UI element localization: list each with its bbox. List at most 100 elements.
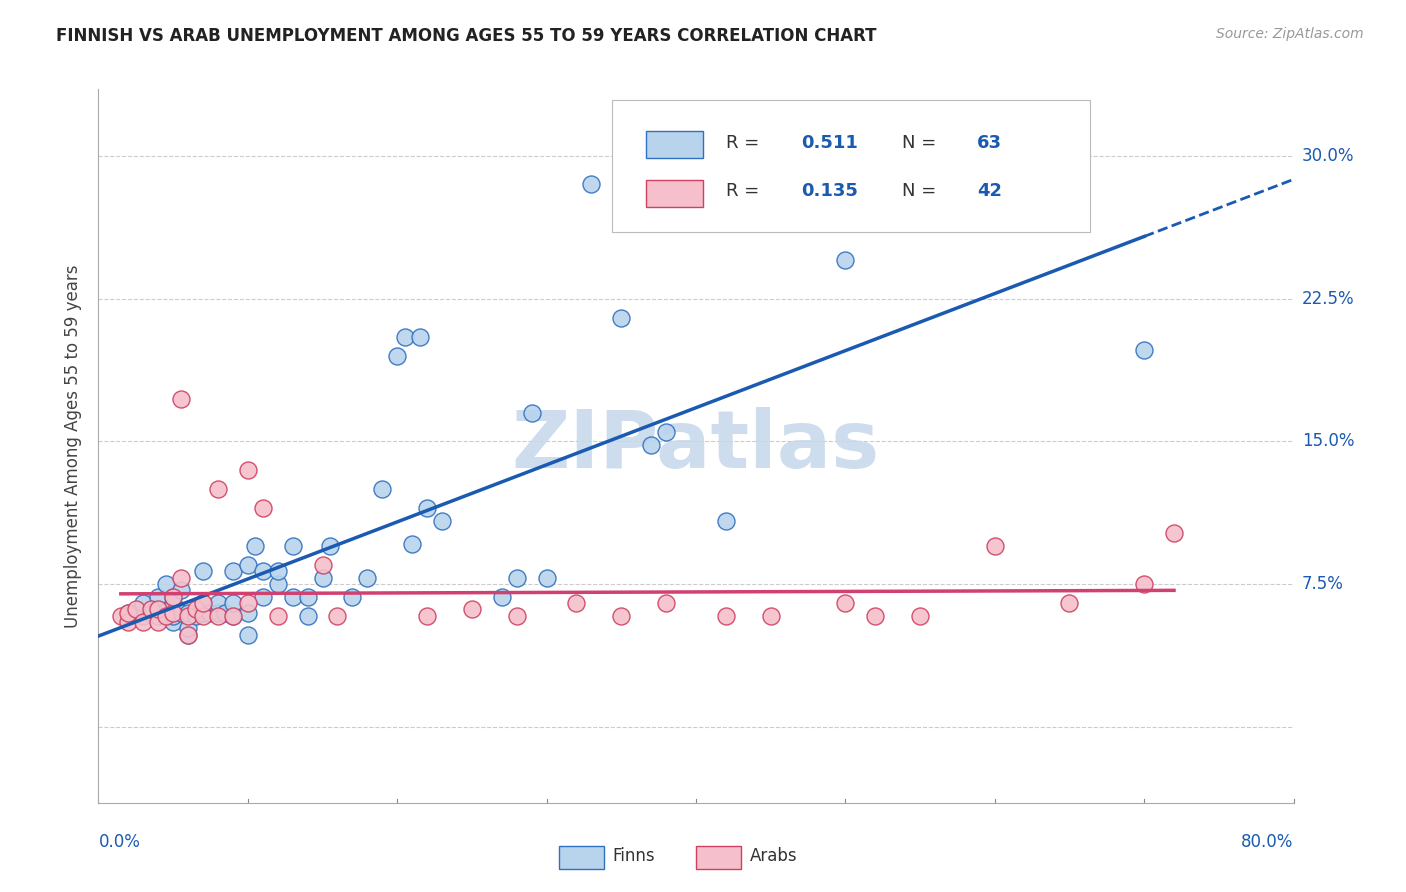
- Point: [148, 609, 170, 624]
- Point: [610, 310, 633, 325]
- Point: [177, 621, 200, 635]
- Point: [117, 615, 139, 629]
- Point: [236, 463, 259, 477]
- Text: Arabs: Arabs: [749, 847, 797, 865]
- Point: [132, 615, 155, 629]
- Point: [191, 596, 214, 610]
- Point: [267, 609, 290, 624]
- Point: [1163, 525, 1185, 540]
- Point: [207, 596, 229, 610]
- Point: [155, 609, 177, 624]
- Point: [714, 514, 737, 528]
- Point: [520, 406, 543, 420]
- Point: [132, 609, 155, 624]
- Point: [117, 606, 139, 620]
- Text: 22.5%: 22.5%: [1302, 290, 1354, 308]
- Point: [148, 615, 170, 629]
- Point: [162, 615, 184, 629]
- Text: 7.5%: 7.5%: [1302, 575, 1344, 593]
- Text: ZIPatlas: ZIPatlas: [512, 407, 880, 485]
- Point: [148, 601, 170, 615]
- Point: [200, 606, 222, 620]
- Point: [177, 606, 200, 620]
- Point: [207, 482, 229, 496]
- Text: 0.511: 0.511: [801, 134, 858, 152]
- Point: [252, 564, 274, 578]
- Point: [408, 329, 430, 343]
- Point: [536, 571, 558, 585]
- FancyBboxPatch shape: [612, 100, 1091, 232]
- Text: Finns: Finns: [612, 847, 655, 865]
- Point: [184, 601, 207, 615]
- Point: [222, 564, 245, 578]
- Point: [155, 577, 177, 591]
- Point: [222, 609, 245, 624]
- Point: [461, 601, 484, 615]
- Point: [214, 606, 236, 620]
- Point: [184, 609, 207, 624]
- Point: [191, 609, 214, 624]
- Point: [865, 609, 887, 624]
- Point: [394, 329, 416, 343]
- Point: [162, 609, 184, 624]
- Point: [236, 558, 259, 572]
- Point: [342, 591, 364, 605]
- Text: 15.0%: 15.0%: [1302, 433, 1354, 450]
- Point: [169, 606, 191, 620]
- Point: [125, 601, 148, 615]
- Point: [430, 514, 453, 528]
- Point: [319, 539, 342, 553]
- Text: 80.0%: 80.0%: [1241, 833, 1294, 851]
- Point: [252, 591, 274, 605]
- Point: [245, 539, 267, 553]
- Point: [148, 601, 170, 615]
- Point: [236, 628, 259, 642]
- Point: [908, 609, 931, 624]
- Point: [385, 349, 409, 363]
- Point: [207, 606, 229, 620]
- Point: [222, 609, 245, 624]
- Point: [834, 596, 856, 610]
- Point: [371, 482, 394, 496]
- Point: [311, 558, 333, 572]
- Point: [169, 582, 191, 597]
- Point: [983, 539, 1005, 553]
- Point: [207, 609, 229, 624]
- Point: [655, 425, 678, 439]
- Point: [222, 596, 245, 610]
- Bar: [645, 180, 703, 207]
- Point: [162, 591, 184, 605]
- Point: [132, 596, 155, 610]
- Point: [581, 178, 603, 192]
- Point: [125, 606, 148, 620]
- Point: [162, 606, 184, 620]
- Point: [162, 591, 184, 605]
- Point: [1133, 577, 1156, 591]
- Text: N =: N =: [901, 134, 942, 152]
- Point: [640, 438, 662, 452]
- Point: [169, 571, 191, 585]
- Point: [117, 606, 139, 620]
- Point: [506, 571, 529, 585]
- Point: [139, 601, 162, 615]
- Bar: [645, 131, 703, 159]
- Text: R =: R =: [725, 134, 765, 152]
- Point: [1059, 596, 1081, 610]
- Point: [148, 591, 170, 605]
- Text: 42: 42: [977, 182, 1002, 200]
- Point: [326, 609, 349, 624]
- Point: [267, 564, 290, 578]
- Point: [177, 628, 200, 642]
- Text: Source: ZipAtlas.com: Source: ZipAtlas.com: [1216, 27, 1364, 41]
- Text: 0.135: 0.135: [801, 182, 858, 200]
- Point: [356, 571, 378, 585]
- Point: [281, 591, 304, 605]
- Point: [491, 591, 513, 605]
- Point: [311, 571, 333, 585]
- Point: [1133, 343, 1156, 357]
- Point: [191, 596, 214, 610]
- Text: FINNISH VS ARAB UNEMPLOYMENT AMONG AGES 55 TO 59 YEARS CORRELATION CHART: FINNISH VS ARAB UNEMPLOYMENT AMONG AGES …: [56, 27, 877, 45]
- Point: [834, 253, 856, 268]
- Text: 63: 63: [977, 134, 1002, 152]
- Point: [177, 628, 200, 642]
